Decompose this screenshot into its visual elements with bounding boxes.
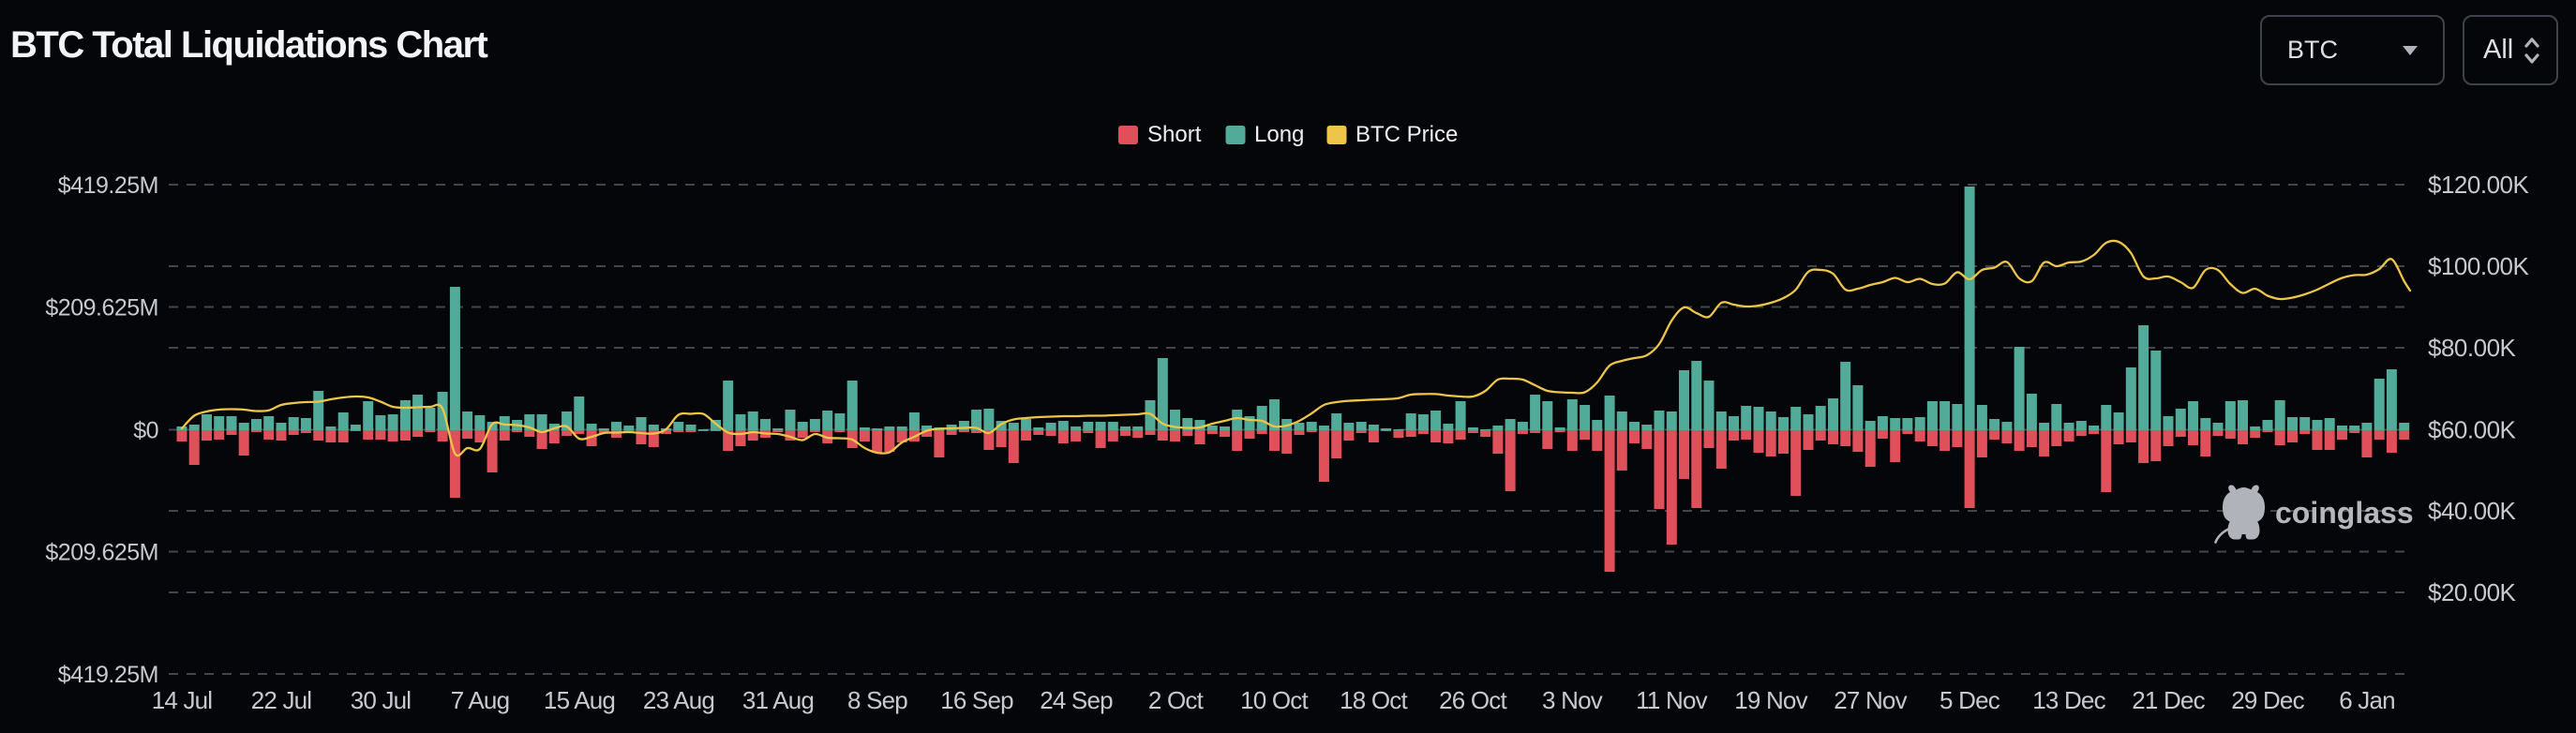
svg-text:$80.00K: $80.00K: [2428, 334, 2517, 362]
svg-text:6 Jan: 6 Jan: [2339, 686, 2395, 714]
svg-text:BTC Price: BTC Price: [1355, 122, 1458, 147]
svg-text:31 Aug: 31 Aug: [742, 686, 814, 714]
svg-text:$60.00K: $60.00K: [2428, 416, 2517, 444]
svg-text:$120.00K: $120.00K: [2428, 171, 2529, 199]
svg-text:Short: Short: [1147, 122, 1202, 147]
svg-text:29 Dec: 29 Dec: [2231, 686, 2304, 714]
svg-text:19 Nov: 19 Nov: [1734, 686, 1807, 714]
svg-text:8 Sep: 8 Sep: [847, 686, 907, 714]
svg-text:$419.25M: $419.25M: [58, 172, 158, 199]
svg-text:22 Jul: 22 Jul: [251, 686, 312, 714]
svg-text:23 Aug: 23 Aug: [643, 686, 714, 714]
svg-text:13 Dec: 13 Dec: [2032, 686, 2105, 714]
svg-text:27 Nov: 27 Nov: [1834, 686, 1907, 714]
svg-text:$0: $0: [133, 418, 158, 444]
svg-text:coinglass: coinglass: [2275, 496, 2414, 530]
svg-text:3 Nov: 3 Nov: [1542, 686, 1603, 714]
svg-text:$20.00K: $20.00K: [2428, 578, 2517, 606]
svg-text:Long: Long: [1254, 122, 1304, 147]
svg-text:$100.00K: $100.00K: [2428, 252, 2529, 280]
svg-text:11 Nov: 11 Nov: [1636, 686, 1707, 714]
svg-text:16 Sep: 16 Sep: [940, 686, 1013, 714]
svg-text:$209.625M: $209.625M: [45, 295, 158, 322]
svg-text:24 Sep: 24 Sep: [1040, 686, 1113, 714]
svg-text:21 Dec: 21 Dec: [2132, 686, 2205, 714]
svg-text:$419.25M: $419.25M: [58, 662, 158, 688]
svg-text:2 Oct: 2 Oct: [1148, 686, 1205, 714]
svg-text:15 Aug: 15 Aug: [544, 686, 615, 714]
svg-text:14 Jul: 14 Jul: [152, 686, 213, 714]
svg-text:7 Aug: 7 Aug: [451, 686, 510, 714]
svg-text:5 Dec: 5 Dec: [1939, 686, 2000, 714]
svg-text:$209.625M: $209.625M: [45, 540, 158, 566]
svg-text:26 Oct: 26 Oct: [1439, 686, 1507, 714]
svg-text:10 Oct: 10 Oct: [1240, 686, 1309, 714]
svg-text:18 Oct: 18 Oct: [1340, 686, 1408, 714]
svg-text:30 Jul: 30 Jul: [351, 686, 412, 714]
svg-text:$40.00K: $40.00K: [2428, 497, 2517, 525]
